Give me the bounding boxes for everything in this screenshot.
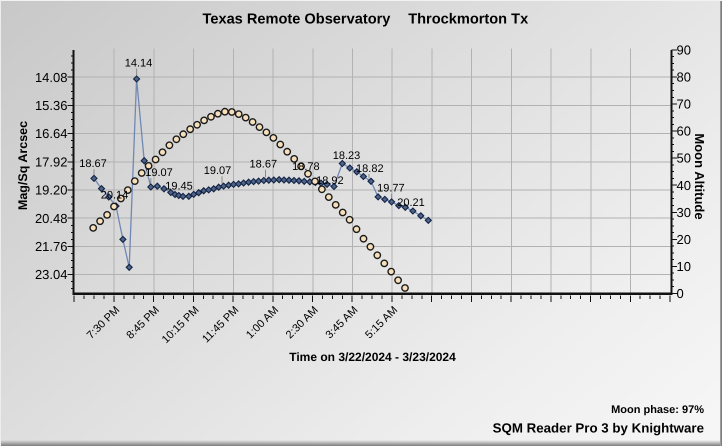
svg-text:19.45: 19.45 [165, 181, 193, 193]
svg-text:18.92: 18.92 [316, 175, 344, 187]
svg-text:30: 30 [677, 205, 691, 220]
svg-text:23.04: 23.04 [35, 267, 68, 282]
svg-text:14.08: 14.08 [35, 70, 68, 85]
svg-text:SQM Reader Pro 3 by Knightware: SQM Reader Pro 3 by Knightware [493, 421, 704, 436]
svg-text:Moon Altitude: Moon Altitude [692, 133, 707, 219]
svg-text:90: 90 [677, 43, 691, 58]
svg-text:20.21: 20.21 [397, 197, 425, 209]
svg-text:19.07: 19.07 [204, 165, 232, 177]
svg-text:8:45 PM: 8:45 PM [124, 304, 161, 341]
svg-text:18.78: 18.78 [292, 161, 320, 173]
svg-text:80: 80 [677, 70, 691, 85]
svg-text:5:15 AM: 5:15 AM [363, 304, 400, 341]
svg-text:17.92: 17.92 [35, 154, 68, 169]
svg-text:10: 10 [677, 259, 691, 274]
svg-text:11:45 PM: 11:45 PM [200, 304, 241, 345]
svg-text:Moon phase: 97%: Moon phase: 97% [611, 404, 704, 416]
svg-text:1:00 AM: 1:00 AM [244, 304, 281, 341]
svg-text:7:30 PM: 7:30 PM [85, 304, 122, 341]
svg-text:10:15 PM: 10:15 PM [160, 304, 202, 346]
svg-text:Time on 3/22/2024 - 3/23/2024: Time on 3/22/2024 - 3/23/2024 [289, 350, 456, 364]
svg-text:20.14: 20.14 [101, 190, 129, 202]
svg-text:19.77: 19.77 [377, 183, 405, 195]
svg-text:Throckmorton Tx: Throckmorton Tx [408, 11, 529, 27]
svg-text:0: 0 [677, 286, 684, 301]
svg-text:21.76: 21.76 [35, 239, 68, 254]
svg-text:18.67: 18.67 [250, 159, 278, 171]
svg-text:19.20: 19.20 [35, 183, 68, 198]
svg-text:20.48: 20.48 [35, 211, 68, 226]
svg-text:2:30 AM: 2:30 AM [284, 304, 321, 341]
svg-text:40: 40 [677, 178, 691, 193]
svg-text:Mag/Sq Arcsec: Mag/Sq Arcsec [16, 121, 30, 210]
svg-text:19.07: 19.07 [145, 167, 173, 179]
svg-text:18.23: 18.23 [333, 150, 361, 162]
svg-text:18.67: 18.67 [79, 158, 107, 170]
svg-text:14.14: 14.14 [125, 57, 153, 69]
svg-text:16.64: 16.64 [35, 126, 68, 141]
svg-text:15.36: 15.36 [35, 98, 68, 113]
svg-text:20: 20 [677, 232, 691, 247]
svg-text:50: 50 [677, 151, 691, 166]
svg-text:60: 60 [677, 124, 691, 139]
svg-text:70: 70 [677, 97, 691, 112]
svg-text:Texas Remote Observatory: Texas Remote Observatory [203, 11, 392, 27]
svg-text:3:45 AM: 3:45 AM [323, 304, 360, 341]
svg-text:18.82: 18.82 [356, 163, 384, 175]
